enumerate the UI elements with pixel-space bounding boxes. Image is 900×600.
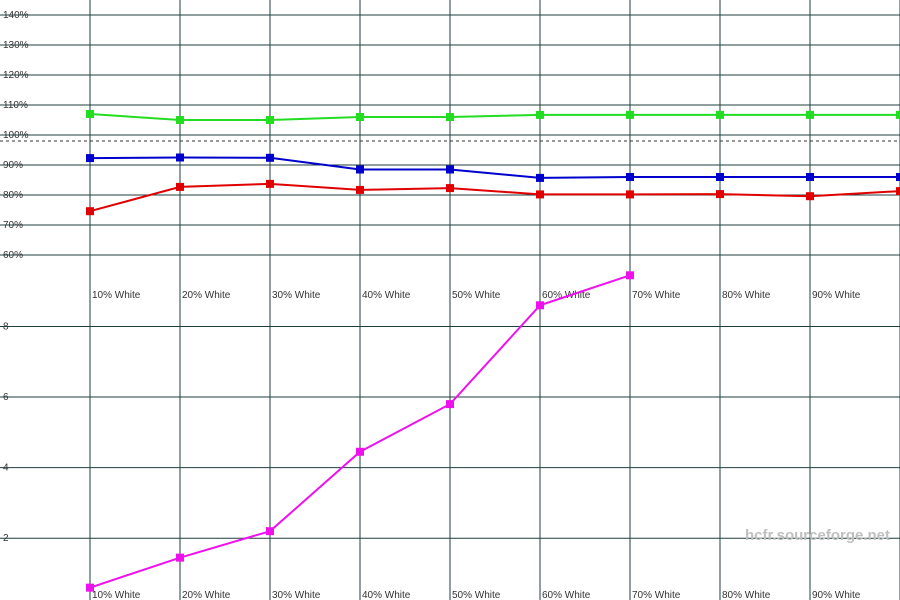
x-tick-label: 40% White [362,590,411,600]
data-point-marker [806,110,814,119]
y-tick-label: 80% [3,190,23,201]
data-point-marker [176,153,184,162]
y-tick-label: 120% [3,70,29,81]
bottom-chart-delta-e: 2 4 6 8 10% White 20% White 30% White 40% White… [0,270,900,600]
data-point-marker [266,116,274,124]
series-line [89,182,900,213]
x-tick-label: 10% White [92,290,141,301]
x-tick-label: 50% White [452,290,501,301]
y-tick-label: 100% [3,130,29,141]
x-tick-label: 40% White [362,290,411,301]
data-point-marker [356,165,364,174]
x-tick-label: 70% White [632,590,681,600]
y-tick-label: 130% [3,40,29,51]
data-point-marker [446,113,454,121]
data-point-marker [626,173,634,181]
y-tick-label: 8 [3,321,9,332]
y-tick-label: 60% [3,250,23,261]
y-tick-label: 6 [3,392,9,403]
y-tick-label: 140% [3,10,29,21]
data-point-marker [176,116,184,124]
x-tick-label: 20% White [182,590,231,600]
series-line [89,156,900,179]
x-tick-label: 60% White [542,590,591,600]
data-point-marker [716,110,724,119]
data-point-marker [176,182,184,191]
y-tick-label: 4 [3,463,9,474]
watermark-text: hcfr.sourceforge.net [745,527,890,544]
data-point-marker [536,110,544,119]
x-tick-label: 20% White [182,290,231,301]
data-point-marker [176,553,184,562]
y-tick-label: 90% [3,160,23,171]
y-tick-label: 2 [3,533,9,544]
x-tick-label: 70% White [632,290,681,301]
data-point-marker [356,113,364,121]
data-point-marker [716,173,724,181]
x-tick-label: 90% White [812,290,861,301]
x-tick-label: 80% White [722,290,771,301]
data-point-marker [626,110,634,119]
data-point-marker [86,207,94,216]
data-point-marker [896,110,900,119]
data-point-marker [626,190,634,199]
data-point-marker [536,173,544,182]
data-point-marker [536,190,544,199]
data-point-marker [86,154,94,163]
y-tick-label: 110% [3,100,28,111]
x-tick-label: 80% White [722,590,771,600]
data-point-marker [806,173,814,181]
x-tick-label: 30% White [272,590,321,600]
data-point-marker [356,447,364,456]
data-point-marker [266,153,274,162]
data-point-marker [86,583,94,592]
data-point-marker [536,301,544,310]
data-point-marker [896,173,900,181]
x-tick-label: 50% White [452,590,501,600]
x-tick-label: 30% White [272,290,321,301]
data-point-marker [896,187,900,196]
x-tick-label: 90% White [812,590,861,600]
data-point-marker [446,400,454,409]
top-chart-rgb-levels: 60% 70% 80% 90% 100% 110% 120% 130% 140% 10% Whit… [0,0,900,301]
x-tick-label: 10% White [92,590,141,600]
series-line [89,113,900,121]
data-point-marker [806,192,814,201]
data-point-marker [266,527,274,536]
data-point-marker [446,165,454,174]
data-point-marker [716,190,724,199]
data-point-marker [86,110,94,118]
data-point-marker [356,185,364,194]
data-point-marker [446,184,454,193]
y-tick-label: 70% [3,220,23,231]
data-point-marker [626,271,634,280]
data-point-marker [266,179,274,188]
